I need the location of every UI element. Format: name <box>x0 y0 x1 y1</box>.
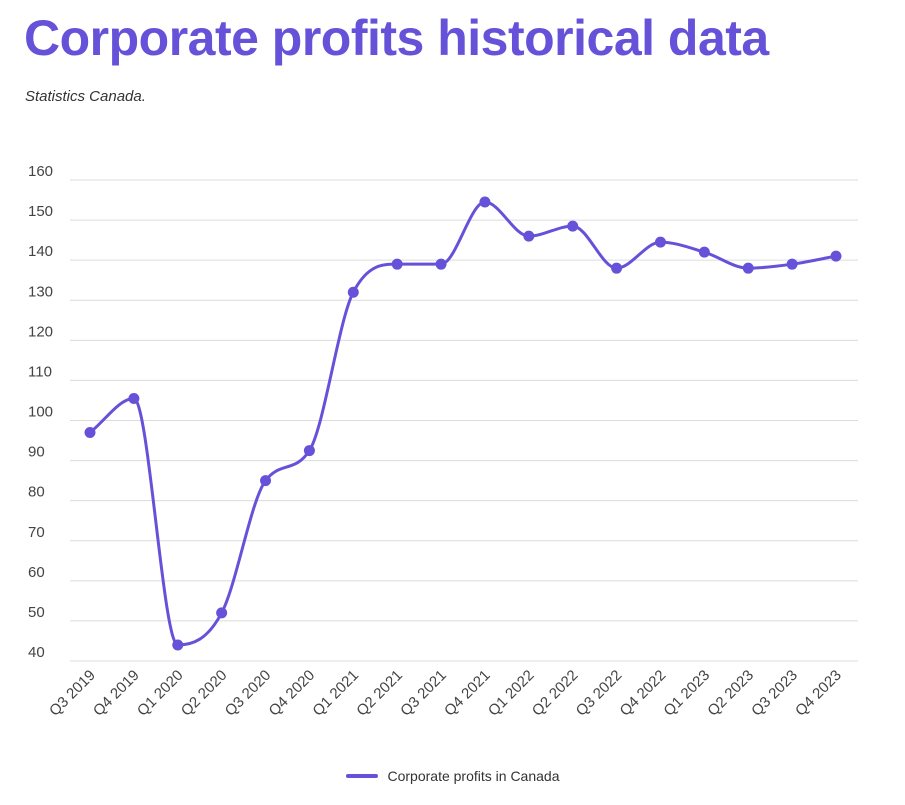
data-point <box>479 196 491 208</box>
x-tick-label: Q4 2023 <box>792 667 845 720</box>
data-point <box>786 258 798 270</box>
x-tick-label: Q2 2020 <box>178 667 231 720</box>
y-tick-label: 150 <box>28 203 53 220</box>
x-tick-label: Q3 2023 <box>748 667 801 720</box>
data-point <box>347 286 359 298</box>
data-point <box>260 475 272 487</box>
y-tick-label: 160 <box>28 163 53 180</box>
data-point <box>830 250 842 262</box>
line-chart: 40 50 60 70 80 90 100 110 120 130 140 150 160 Q3 201… <box>28 163 858 720</box>
data-point <box>435 258 447 270</box>
chart-subtitle: Statistics Canada. <box>25 88 146 105</box>
y-tick-label: 40 <box>28 644 45 661</box>
data-point <box>698 246 710 258</box>
legend: Corporate profits in Canada <box>0 768 905 784</box>
legend-label: Corporate profits in Canada <box>387 768 560 784</box>
x-tick-label: Q4 2019 <box>90 667 143 720</box>
y-tick-label: 70 <box>28 524 45 541</box>
chart-title: Corporate profits historical data <box>24 10 769 66</box>
legend-swatch <box>345 774 378 778</box>
x-tick-label: Q1 2022 <box>485 667 538 720</box>
y-tick-label: 110 <box>28 363 52 380</box>
x-tick-label: Q3 2020 <box>222 667 275 720</box>
data-point <box>523 230 535 242</box>
y-tick-label: 60 <box>28 564 45 581</box>
data-point <box>303 445 315 457</box>
y-tick-label: 100 <box>28 404 53 421</box>
grid-lines <box>70 179 858 662</box>
series-line <box>89 200 837 647</box>
x-tick-label: Q1 2021 <box>309 667 362 720</box>
data-point <box>611 262 623 274</box>
y-tick-label: 80 <box>28 484 45 501</box>
y-tick-label: 90 <box>28 444 45 461</box>
x-tick-label: Q4 2021 <box>441 667 494 720</box>
x-tick-label: Q3 2019 <box>46 667 99 720</box>
data-point <box>128 392 140 404</box>
x-tick-label: Q1 2020 <box>134 667 187 720</box>
data-point <box>567 220 579 232</box>
y-tick-label: 50 <box>28 604 45 621</box>
x-tick-label: Q2 2023 <box>704 667 757 720</box>
x-tick-label: Q1 2023 <box>660 667 713 720</box>
y-axis-ticks: 40 50 60 70 80 90 100 110 120 130 140 150 160 <box>28 163 53 661</box>
data-point <box>172 639 184 651</box>
data-point <box>391 258 403 270</box>
y-tick-label: 120 <box>28 323 53 340</box>
x-tick-label: Q3 2022 <box>573 667 626 720</box>
x-tick-label: Q2 2022 <box>529 667 582 720</box>
data-point <box>742 262 754 274</box>
y-tick-label: 140 <box>28 243 53 260</box>
x-tick-label: Q4 2020 <box>266 667 319 720</box>
x-tick-label: Q2 2021 <box>353 667 406 720</box>
y-tick-label: 130 <box>28 283 53 300</box>
data-point <box>654 236 666 248</box>
x-tick-label: Q4 2022 <box>617 667 670 720</box>
series-layer <box>84 196 842 651</box>
data-point <box>216 607 228 619</box>
data-point <box>84 427 96 439</box>
x-tick-label: Q3 2021 <box>397 667 450 720</box>
